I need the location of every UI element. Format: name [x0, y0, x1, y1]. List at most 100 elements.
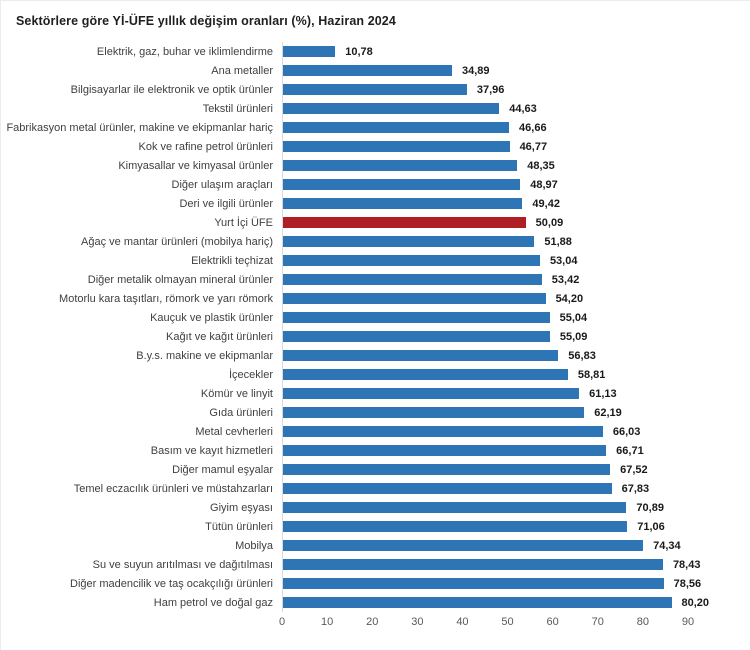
category-label: Yurt İçi ÜFE	[214, 216, 273, 229]
category-label: Elektrik, gaz, buhar ve iklimlendirme	[96, 45, 273, 58]
bar	[283, 293, 546, 304]
value-label: 53,42	[551, 273, 580, 286]
x-tick-label: 50	[501, 616, 514, 628]
bar-track: 49,42	[282, 194, 719, 213]
bar-track: 10,78	[282, 42, 719, 61]
bar	[283, 198, 523, 209]
bar-row: Elektrikli teçhizat 53,04	[1, 251, 719, 270]
bar-track: 37,96	[282, 80, 719, 99]
bar-track: 70,89	[282, 498, 719, 517]
chart-title: Sektörlere göre Yİ-ÜFE yıllık değişim or…	[16, 14, 396, 28]
category-label: Su ve suyun arıtılması ve dağıtılması	[92, 558, 273, 571]
value-label: 56,83	[568, 349, 596, 362]
category-label: Basım ve kayıt hizmetleri	[150, 444, 273, 457]
bar-track: 62,19	[282, 403, 719, 422]
bar-row: Giyim eşyası 70,89	[1, 498, 719, 517]
value-label: 67,83	[621, 482, 650, 495]
bar	[283, 274, 542, 285]
category-label: Giyim eşyası	[210, 501, 273, 514]
bar-row: Metal cevherleri 66,03	[1, 422, 719, 441]
category-label: Bilgisayarlar ile elektronik ve optik ür…	[70, 83, 273, 96]
bar-track: 66,71	[282, 441, 719, 460]
value-label: 46,77	[519, 140, 548, 153]
bar-row: Tekstil ürünleri 44,63	[1, 99, 719, 118]
category-label: Kauçuk ve plastik ürünler	[150, 311, 273, 324]
bar-track: 50,09	[282, 213, 719, 232]
bar-row: Ham petrol ve doğal gaz 80,20	[1, 593, 719, 612]
value-label: 34,89	[462, 64, 490, 77]
bar-track: 48,97	[282, 175, 719, 194]
value-label: 66,03	[612, 425, 641, 438]
x-tick-label: 30	[411, 616, 424, 628]
bar	[283, 464, 611, 475]
value-label: 67,52	[620, 463, 648, 476]
plot-area: Elektrik, gaz, buhar ve iklimlendirme 10,…	[1, 42, 750, 638]
category-label: Mobilya	[235, 539, 273, 552]
x-axis: 0 10 20 30 40 50 60 70 80 90	[278, 616, 694, 638]
bar	[283, 445, 607, 456]
x-tick-label: 70	[591, 616, 604, 628]
bar	[283, 160, 518, 171]
category-label: Tütün ürünleri	[205, 520, 273, 533]
bar-row: Mobilya 74,34	[1, 536, 719, 555]
bar-row: Kağıt ve kağıt ürünleri 55,09	[1, 327, 719, 346]
bar	[283, 502, 627, 513]
bar	[283, 426, 603, 437]
x-tick-label: 0	[278, 616, 286, 628]
bar-row: Kömür ve linyit 61,13	[1, 384, 719, 403]
bar-track: 46,66	[282, 118, 719, 137]
value-label: 58,81	[577, 368, 606, 381]
bar-row: Gıda ürünleri 62,19	[1, 403, 719, 422]
value-label: 74,34	[653, 539, 681, 552]
bar-track: 55,09	[282, 327, 719, 346]
bar	[283, 255, 540, 266]
bar-track: 53,42	[282, 270, 719, 289]
bar-row: Fabrikasyon metal ürünler, makine ve eki…	[1, 118, 719, 137]
bar-row: Su ve suyun arıtılması ve dağıtılması 78,…	[1, 555, 719, 574]
category-label: Diğer madencilik ve taş ocakçılığı ürünl…	[70, 577, 273, 590]
category-label: Diğer ulaşım araçları	[171, 178, 273, 191]
value-label: 51,88	[544, 235, 572, 248]
category-label: Ağaç ve mantar ürünleri (mobilya hariç)	[81, 235, 273, 248]
bar-rows: Elektrik, gaz, buhar ve iklimlendirme 10,…	[1, 42, 719, 612]
bar-track: 74,34	[282, 536, 719, 555]
category-label: Ana metaller	[211, 64, 273, 77]
category-label: Motorlu kara taşıtları, römork ve yarı r…	[59, 292, 273, 305]
bar-track: 56,83	[282, 346, 719, 365]
bar-row: Kok ve rafine petrol ürünleri 46,77	[1, 137, 719, 156]
bar-track: 53,04	[282, 251, 719, 270]
bar	[283, 350, 559, 361]
bar-row: Diğer ulaşım araçları 48,97	[1, 175, 719, 194]
bar-track: 51,88	[282, 232, 719, 251]
x-tick-label: 80	[636, 616, 649, 628]
bar-row: Diğer metalik olmayan mineral ürünler 53,…	[1, 270, 719, 289]
bar	[283, 521, 628, 532]
category-label: Fabrikasyon metal ürünler, makine ve eki…	[6, 121, 273, 134]
value-label: 48,97	[530, 178, 558, 191]
bar-row: İçecekler 58,81	[1, 365, 719, 384]
bar-row: Bilgisayarlar ile elektronik ve optik ür…	[1, 80, 719, 99]
bar	[283, 46, 336, 57]
bar-row: Elektrik, gaz, buhar ve iklimlendirme 10,…	[1, 42, 719, 61]
bar-row: Ana metaller 34,89	[1, 61, 719, 80]
category-label: Metal cevherleri	[195, 425, 273, 438]
category-label: İçecekler	[228, 368, 273, 381]
bar-row: Yurt İçi ÜFE 50,09	[1, 213, 719, 232]
category-label: Elektrikli teçhizat	[191, 254, 273, 267]
bar-row: Temel eczacılık ürünleri ve müstahzarlar…	[1, 479, 719, 498]
bar-track: 78,43	[282, 555, 719, 574]
bar-track: 61,13	[282, 384, 719, 403]
value-label: 49,42	[532, 197, 560, 210]
value-label: 46,66	[519, 121, 547, 134]
bar-highlight	[283, 217, 526, 228]
value-label: 70,89	[636, 501, 664, 514]
category-label: Deri ve ilgili ürünler	[179, 197, 273, 210]
bar-track: 55,04	[282, 308, 719, 327]
bar-track: 58,81	[282, 365, 719, 384]
bar	[283, 578, 664, 589]
bar-row: Diğer madencilik ve taş ocakçılığı ürünl…	[1, 574, 719, 593]
category-label: Kok ve rafine petrol ürünleri	[138, 140, 273, 153]
bar-row: Deri ve ilgili ürünler 49,42	[1, 194, 719, 213]
bar-track: 67,83	[282, 479, 719, 498]
bar	[283, 312, 550, 323]
